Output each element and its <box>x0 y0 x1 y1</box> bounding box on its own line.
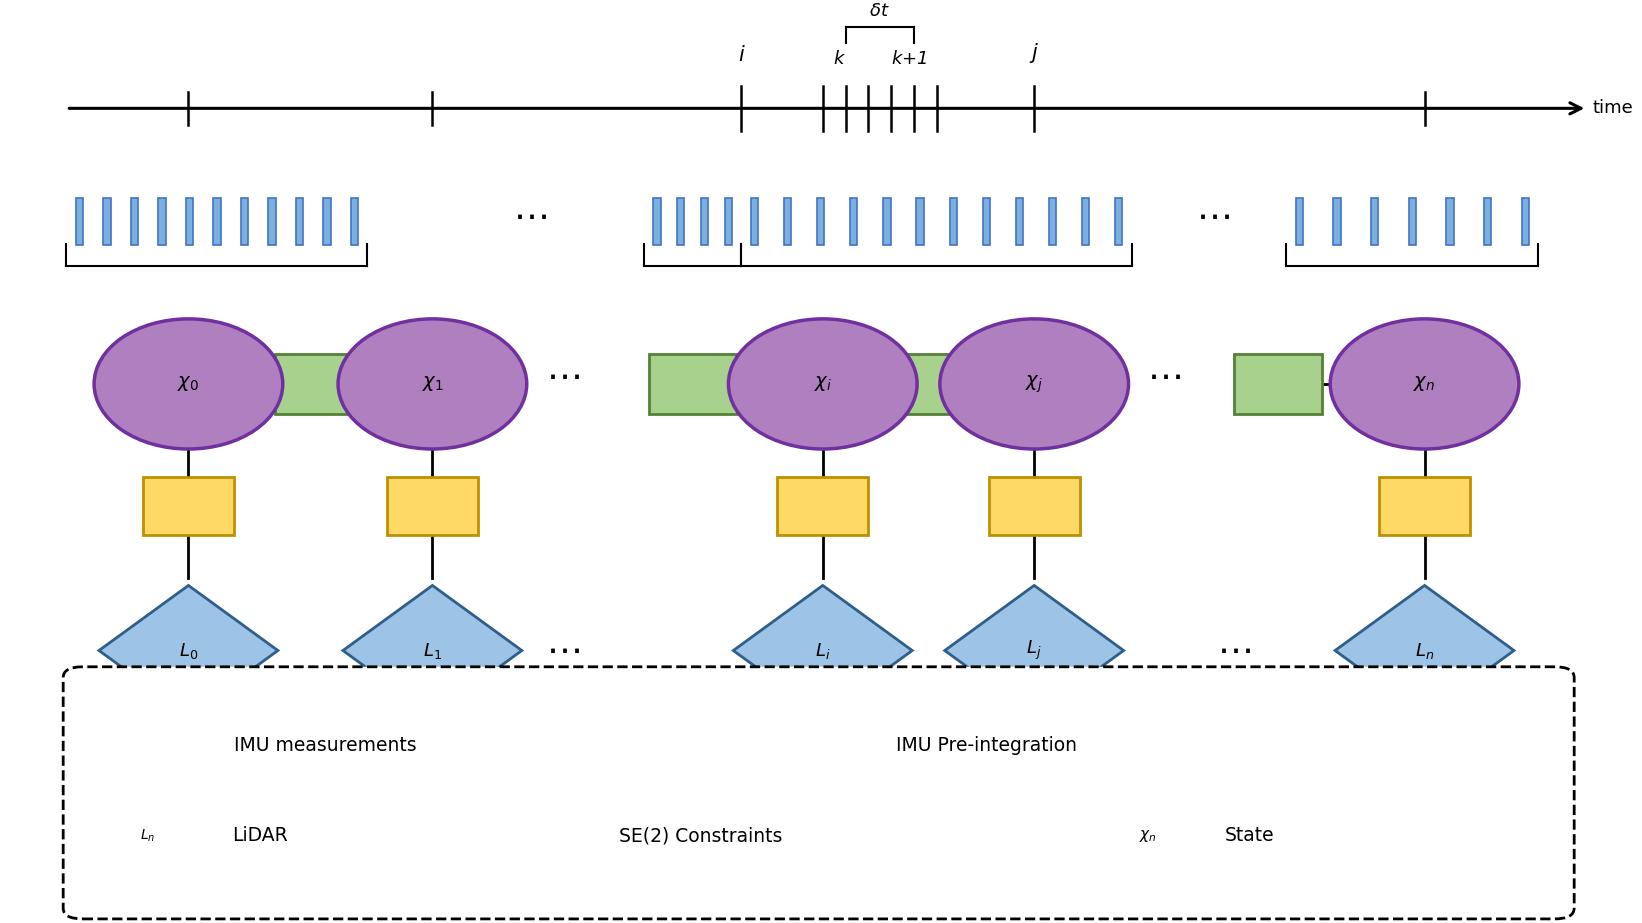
Text: time: time <box>1593 100 1632 117</box>
Text: $L_i$: $L_i$ <box>814 641 831 661</box>
FancyBboxPatch shape <box>194 724 202 767</box>
FancyBboxPatch shape <box>1409 198 1415 245</box>
FancyBboxPatch shape <box>388 477 478 534</box>
Polygon shape <box>343 585 522 715</box>
FancyBboxPatch shape <box>649 354 737 414</box>
Text: $L_n$: $L_n$ <box>140 828 156 844</box>
Text: $\cdots$: $\cdots$ <box>1217 633 1251 667</box>
Text: IMU Pre-integration: IMU Pre-integration <box>897 736 1077 755</box>
FancyBboxPatch shape <box>76 198 84 245</box>
Text: $\chi_i$: $\chi_i$ <box>814 375 832 393</box>
Ellipse shape <box>729 318 918 449</box>
FancyBboxPatch shape <box>1115 198 1123 245</box>
FancyBboxPatch shape <box>323 198 330 245</box>
Polygon shape <box>944 585 1123 715</box>
FancyBboxPatch shape <box>274 354 363 414</box>
FancyBboxPatch shape <box>1235 354 1322 414</box>
Ellipse shape <box>338 318 527 449</box>
Text: $\cdots$: $\cdots$ <box>1148 360 1181 394</box>
FancyBboxPatch shape <box>154 724 163 767</box>
Text: $L_j$: $L_j$ <box>1026 639 1043 662</box>
FancyBboxPatch shape <box>213 198 220 245</box>
Text: $L_n$: $L_n$ <box>1415 641 1433 661</box>
FancyBboxPatch shape <box>535 811 606 860</box>
FancyBboxPatch shape <box>1522 198 1529 245</box>
Ellipse shape <box>939 318 1128 449</box>
Text: $\cdots$: $\cdots$ <box>545 360 580 394</box>
Polygon shape <box>1335 585 1514 715</box>
FancyBboxPatch shape <box>701 198 708 245</box>
Text: $\cdots$: $\cdots$ <box>512 199 547 234</box>
FancyBboxPatch shape <box>1379 477 1470 534</box>
FancyBboxPatch shape <box>1447 198 1453 245</box>
FancyBboxPatch shape <box>296 198 304 245</box>
FancyBboxPatch shape <box>1082 198 1089 245</box>
FancyBboxPatch shape <box>1296 198 1304 245</box>
FancyBboxPatch shape <box>131 198 138 245</box>
FancyBboxPatch shape <box>783 198 791 245</box>
Polygon shape <box>85 789 210 882</box>
FancyBboxPatch shape <box>158 198 166 245</box>
FancyBboxPatch shape <box>988 477 1080 534</box>
FancyBboxPatch shape <box>268 198 276 245</box>
Text: $L_0$: $L_0$ <box>179 641 199 661</box>
FancyBboxPatch shape <box>351 198 358 245</box>
Text: $\chi_j$: $\chi_j$ <box>1025 373 1043 395</box>
FancyBboxPatch shape <box>916 198 924 245</box>
Text: $k$: $k$ <box>832 50 846 67</box>
FancyBboxPatch shape <box>103 198 110 245</box>
FancyBboxPatch shape <box>724 198 732 245</box>
FancyBboxPatch shape <box>1484 198 1491 245</box>
Text: $\chi_0$: $\chi_0$ <box>177 375 200 393</box>
FancyBboxPatch shape <box>677 198 685 245</box>
Text: SE(2) Constraints: SE(2) Constraints <box>619 826 783 845</box>
Text: $\chi_1$: $\chi_1$ <box>422 375 443 393</box>
FancyBboxPatch shape <box>982 198 990 245</box>
FancyBboxPatch shape <box>1049 198 1056 245</box>
Polygon shape <box>99 585 277 715</box>
FancyBboxPatch shape <box>949 198 957 245</box>
Text: $k$+1: $k$+1 <box>892 50 928 67</box>
Text: $\chi_n$: $\chi_n$ <box>1140 828 1158 844</box>
Ellipse shape <box>1330 318 1519 449</box>
FancyBboxPatch shape <box>1371 198 1378 245</box>
FancyBboxPatch shape <box>883 198 890 245</box>
FancyBboxPatch shape <box>777 477 869 534</box>
Text: $\cdots$: $\cdots$ <box>545 633 580 667</box>
FancyBboxPatch shape <box>851 198 857 245</box>
FancyBboxPatch shape <box>186 198 194 245</box>
FancyBboxPatch shape <box>1333 198 1340 245</box>
FancyBboxPatch shape <box>241 198 248 245</box>
Ellipse shape <box>1090 791 1207 881</box>
FancyBboxPatch shape <box>174 724 182 767</box>
Text: $\cdots$: $\cdots$ <box>1195 199 1230 234</box>
Text: $\delta t$: $\delta t$ <box>869 2 890 19</box>
Ellipse shape <box>94 318 282 449</box>
FancyBboxPatch shape <box>136 724 144 767</box>
Text: LiDAR: LiDAR <box>233 826 287 845</box>
Text: IMU measurements: IMU measurements <box>233 736 417 755</box>
Text: $i$: $i$ <box>737 45 745 65</box>
Text: $j$: $j$ <box>1030 41 1039 65</box>
Polygon shape <box>734 585 913 715</box>
FancyBboxPatch shape <box>654 198 660 245</box>
FancyBboxPatch shape <box>811 720 883 771</box>
FancyBboxPatch shape <box>750 198 759 245</box>
FancyBboxPatch shape <box>143 477 233 534</box>
FancyBboxPatch shape <box>1016 198 1023 245</box>
FancyBboxPatch shape <box>818 198 824 245</box>
FancyBboxPatch shape <box>888 354 975 414</box>
Text: $L_1$: $L_1$ <box>424 641 442 661</box>
FancyBboxPatch shape <box>62 666 1575 919</box>
Text: $\chi_n$: $\chi_n$ <box>1414 375 1435 393</box>
Text: State: State <box>1225 826 1274 845</box>
